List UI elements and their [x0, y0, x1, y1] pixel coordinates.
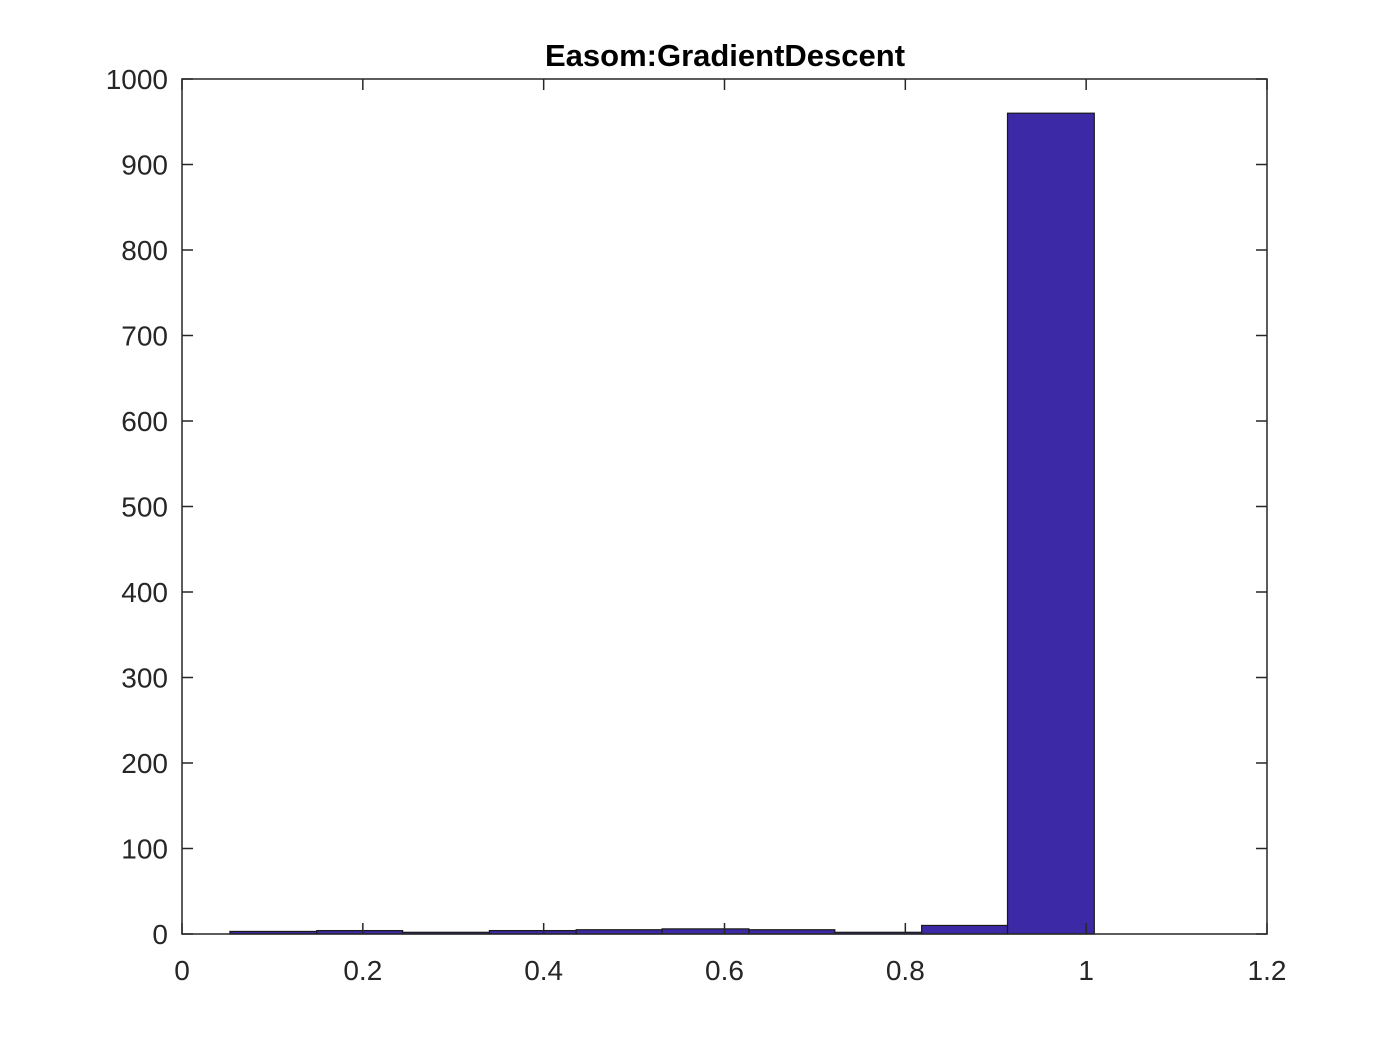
histogram-bar-6 — [661, 928, 750, 935]
bars-layer — [229, 112, 1095, 935]
y-tick-label: 1000 — [106, 64, 168, 95]
x-axis: 0 0.2 0.4 0.6 0.8 1 1.2 — [174, 79, 1286, 986]
y-tick-label: 800 — [121, 235, 168, 266]
axes-box — [181, 78, 1268, 935]
x-tick-label: 0.8 — [886, 955, 925, 986]
y-tick-label: 300 — [121, 663, 168, 694]
y-tick-label: 0 — [152, 919, 168, 950]
chart-title: Easom:GradientDescent — [545, 38, 905, 73]
x-tick-label: 0 — [174, 955, 190, 986]
y-axis: 0 100 200 300 400 500 600 700 800 900 1000 — [106, 64, 1267, 950]
x-tick-label: 1 — [1078, 955, 1094, 986]
y-tick-label: 600 — [121, 406, 168, 437]
y-tick-label: 700 — [121, 321, 168, 352]
y-tick-label: 100 — [121, 834, 168, 865]
histogram-bar-9 — [921, 924, 1009, 935]
histogram-bar-10 — [1006, 112, 1095, 935]
x-tick-label: 0.2 — [343, 955, 382, 986]
x-tick-label: 1.2 — [1248, 955, 1287, 986]
y-tick-label: 200 — [121, 748, 168, 779]
x-tick-label: 0.4 — [524, 955, 563, 986]
y-tick-label: 900 — [121, 150, 168, 181]
x-tick-label: 0.6 — [705, 955, 744, 986]
y-tick-label: 500 — [121, 492, 168, 523]
y-tick-label: 400 — [121, 577, 168, 608]
